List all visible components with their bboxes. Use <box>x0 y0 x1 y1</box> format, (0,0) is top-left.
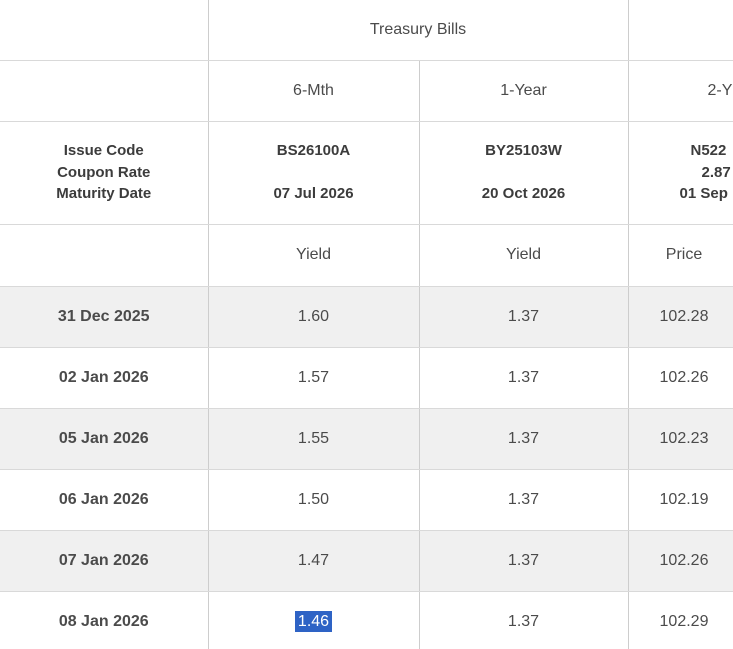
maturity-date-6mth: 07 Jul 2026 <box>273 185 354 203</box>
table-row: 07 Jan 2026 1.47 1.37 102.26 <box>0 530 733 592</box>
date-cell: 02 Jan 2026 <box>0 347 208 409</box>
tenor-6mth: 6-Mth <box>207 60 419 122</box>
group-header-treasury-bills: Treasury Bills <box>207 0 628 61</box>
maturity-date-2year: 01 Sep <box>679 185 728 203</box>
yield-6mth-value: 1.60 <box>207 286 419 348</box>
group-header-blank <box>0 0 208 61</box>
table-row: 08 Jan 2026 1.46 1.37 102.29 <box>0 591 733 649</box>
maturity-date-1year: 20 Oct 2026 <box>481 185 566 203</box>
measure-1year: Yield <box>418 224 628 287</box>
yield-6mth-value: 1.55 <box>207 408 419 470</box>
yield-1year-value: 1.37 <box>418 530 628 592</box>
yield-6mth-value: 1.57 <box>207 347 419 409</box>
table-row: 02 Jan 2026 1.57 1.37 102.26 <box>0 347 733 409</box>
issue-code-1year: BY25103W <box>485 142 562 160</box>
date-cell: 05 Jan 2026 <box>0 408 208 470</box>
issue-info-1year: BY25103W 20 Oct 2026 <box>418 121 628 225</box>
issue-info-2year-clipped: N522 2.87 01 Sep <box>627 121 733 225</box>
issue-code-label: Issue Code <box>63 142 144 160</box>
date-cell: 08 Jan 2026 <box>0 591 208 649</box>
issue-row-header: Issue Code Coupon Rate Maturity Date <box>0 121 208 225</box>
group-header-right-clipped <box>627 0 733 61</box>
measure-2year-price: Price <box>627 224 733 287</box>
date-cell: 06 Jan 2026 <box>0 469 208 531</box>
yield-1year-value: 1.37 <box>418 469 628 531</box>
yield-1year-value: 1.37 <box>418 286 628 348</box>
yield-1year-value: 1.37 <box>418 408 628 470</box>
price-2year-value: 102.19 <box>627 469 733 531</box>
price-2year-value: 102.28 <box>627 286 733 348</box>
price-2year-value: 102.29 <box>627 591 733 649</box>
maturity-date-label: Maturity Date <box>56 185 152 203</box>
yield-6mth-value: 1.50 <box>207 469 419 531</box>
date-cell: 07 Jan 2026 <box>0 530 208 592</box>
price-2year-value: 102.26 <box>627 530 733 592</box>
table-row: 31 Dec 2025 1.60 1.37 102.28 <box>0 286 733 348</box>
yield-6mth-value: 1.47 <box>207 530 419 592</box>
yield-6mth-value-selected: 1.46 <box>207 591 419 649</box>
selected-text-highlight[interactable]: 1.46 <box>294 610 333 632</box>
issue-info-row: Issue Code Coupon Rate Maturity Date BS2… <box>0 121 733 225</box>
tenor-2year-label: 2-Y <box>707 81 733 99</box>
date-cell: 31 Dec 2025 <box>0 286 208 348</box>
measure-header-row: Yield Yield Price <box>0 224 733 287</box>
issue-code-2year: N522 <box>690 142 727 160</box>
issue-code-6mth: BS26100A <box>276 142 351 160</box>
measure-6mth: Yield <box>207 224 419 287</box>
coupon-rate-6mth <box>209 162 419 184</box>
price-2year-value: 102.23 <box>627 408 733 470</box>
tenor-header-row: 6-Mth 1-Year 2-Y <box>0 60 733 122</box>
coupon-rate-label: Coupon Rate <box>57 163 151 181</box>
group-header-row: Treasury Bills <box>0 0 733 61</box>
issue-info-6mth: BS26100A 07 Jul 2026 <box>207 121 419 225</box>
measure-blank <box>0 224 208 287</box>
yield-1year-value: 1.37 <box>418 347 628 409</box>
price-2year-value: 102.26 <box>627 347 733 409</box>
coupon-rate-1year <box>420 162 628 184</box>
tenor-blank <box>0 60 208 122</box>
yield-1year-value: 1.37 <box>418 591 628 649</box>
tenor-2year-clipped: 2-Y <box>627 60 733 122</box>
table-row: 05 Jan 2026 1.55 1.37 102.23 <box>0 408 733 470</box>
table-row: 06 Jan 2026 1.50 1.37 102.19 <box>0 469 733 531</box>
coupon-rate-2year: 2.87 <box>701 163 731 181</box>
tenor-1year: 1-Year <box>418 60 628 122</box>
